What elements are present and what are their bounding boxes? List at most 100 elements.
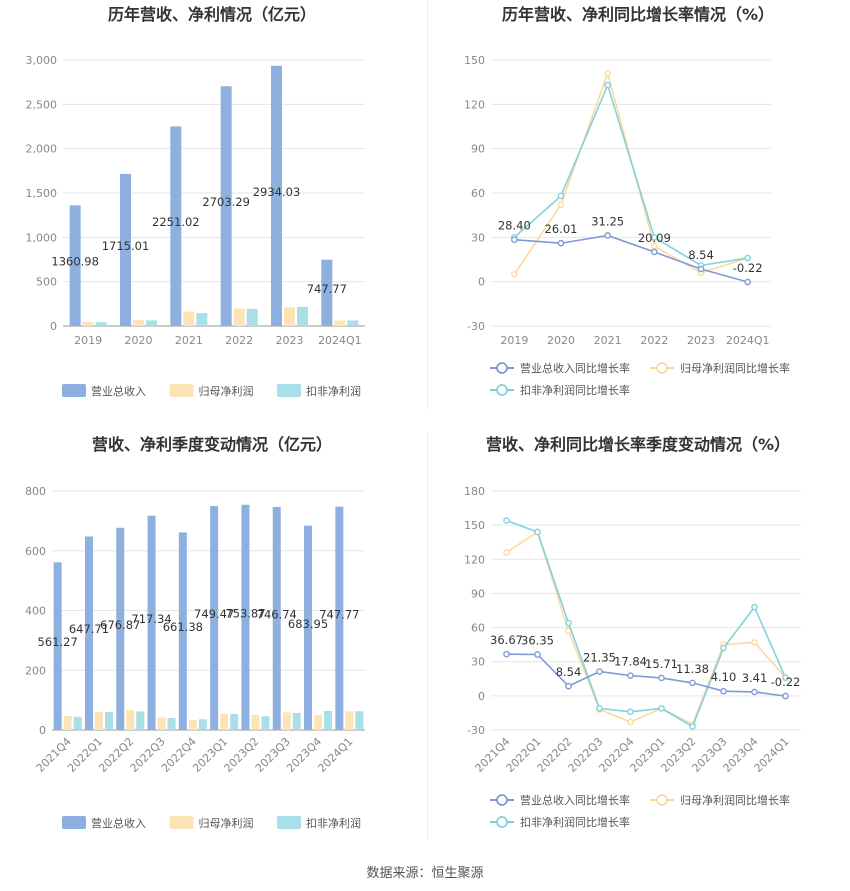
legend-swatch bbox=[277, 384, 301, 397]
bar-归母净利润 bbox=[63, 715, 72, 730]
point-营业总收入同比增长率 bbox=[557, 239, 565, 247]
y-tick-label: 150 bbox=[464, 54, 485, 67]
bar-归母净利润 bbox=[94, 711, 103, 730]
point-扣非净利润同比增长率 bbox=[557, 192, 565, 200]
data-label: 683.95 bbox=[288, 617, 328, 631]
y-tick-label: 0 bbox=[39, 724, 46, 737]
x-tick-label: 2021 bbox=[594, 334, 622, 347]
point-扣非净利润同比增长率 bbox=[751, 603, 758, 611]
bar-营业总收入 bbox=[178, 532, 187, 730]
legend-label: 归母净利润同比增长率 bbox=[680, 793, 790, 807]
legend-label: 营业总收入同比增长率 bbox=[520, 361, 630, 375]
point-扣非净利润同比增长率 bbox=[782, 674, 789, 681]
x-tick-label: 2020 bbox=[547, 334, 575, 347]
bar-扣非净利润 bbox=[146, 320, 157, 326]
bar-营业总收入 bbox=[272, 506, 281, 730]
data-label: 2703.29 bbox=[202, 195, 250, 209]
legend-marker bbox=[656, 794, 668, 806]
data-label: 28.40 bbox=[498, 219, 531, 233]
y-tick-label: 0 bbox=[478, 276, 485, 289]
y-tick-label: 800 bbox=[25, 485, 46, 498]
bar-营业总收入 bbox=[69, 205, 81, 326]
point-扣非净利润同比增长率 bbox=[596, 705, 603, 712]
legend-swatch bbox=[62, 384, 86, 397]
data-label: 746.74 bbox=[257, 607, 297, 621]
data-label: 8.54 bbox=[556, 665, 582, 679]
y-tick-label: 200 bbox=[25, 664, 46, 677]
bar-扣非净利润 bbox=[246, 308, 258, 326]
data-label: 717.34 bbox=[131, 612, 171, 626]
point-归母净利润同比增长率 bbox=[557, 201, 565, 209]
data-label: 2934.03 bbox=[253, 185, 301, 199]
legend-label: 扣非净利润 bbox=[306, 384, 361, 398]
point-归母净利润同比增长率 bbox=[511, 270, 518, 278]
bar-扣非净利润 bbox=[347, 320, 359, 326]
bar-归母净利润 bbox=[251, 715, 260, 730]
bar-归母净利润 bbox=[188, 720, 197, 730]
legend-label: 归母净利润同比增长率 bbox=[680, 361, 790, 375]
point-营业总收入同比增长率 bbox=[689, 679, 696, 687]
point-归母净利润同比增长率 bbox=[604, 70, 611, 77]
legend-label: 营业总收入同比增长率 bbox=[520, 793, 630, 807]
chart-title: 历年营收、净利同比增长率情况（%） bbox=[502, 5, 774, 24]
point-归母净利润同比增长率 bbox=[627, 718, 634, 726]
x-tick-label: 2023 bbox=[276, 334, 304, 347]
series-line-营业总收入同比增长率 bbox=[514, 234, 748, 283]
y-tick-label: 400 bbox=[25, 605, 46, 618]
point-扣非净利润同比增长率 bbox=[565, 619, 572, 627]
data-label: 11.38 bbox=[676, 662, 709, 676]
y-tick-label: 60 bbox=[471, 187, 485, 200]
y-tick-label: 30 bbox=[471, 231, 485, 244]
bar-扣非净利润 bbox=[136, 711, 145, 730]
point-营业总收入同比增长率 bbox=[627, 672, 634, 679]
bar-扣非净利润 bbox=[261, 716, 270, 730]
data-source: 数据来源：恒生聚源 bbox=[366, 866, 484, 881]
data-label: 561.27 bbox=[38, 635, 78, 649]
y-tick-label: 60 bbox=[471, 622, 485, 635]
x-tick-label: 2022 bbox=[640, 334, 668, 347]
legend-swatch bbox=[62, 816, 86, 829]
bar-营业总收入 bbox=[53, 562, 62, 730]
point-营业总收入同比增长率 bbox=[651, 248, 658, 256]
point-营业总收入同比增长率 bbox=[782, 692, 789, 700]
chart-title: 营收、净利同比增长率季度变动情况（%） bbox=[486, 435, 790, 454]
bar-扣非净利润 bbox=[230, 713, 239, 730]
chart-title: 历年营收、净利情况（亿元） bbox=[108, 5, 316, 24]
x-tick-label: 2022 bbox=[225, 334, 253, 347]
data-label: 647.71 bbox=[69, 622, 109, 636]
legend-label: 营业总收入 bbox=[91, 816, 146, 830]
legend-label: 扣非净利润同比增长率 bbox=[520, 383, 630, 397]
bar-扣非净利润 bbox=[292, 712, 301, 730]
data-label: 8.54 bbox=[688, 248, 714, 262]
legend-swatch bbox=[169, 816, 194, 829]
bar-扣非净利润 bbox=[324, 710, 333, 730]
point-营业总收入同比增长率 bbox=[503, 650, 510, 658]
data-label: 661.38 bbox=[163, 620, 203, 634]
bar-营业总收入 bbox=[304, 525, 313, 730]
point-扣非净利润同比增长率 bbox=[689, 723, 696, 730]
legend-label: 归母净利润 bbox=[199, 816, 254, 830]
bar-扣非净利润 bbox=[355, 711, 364, 730]
bar-营业总收入 bbox=[335, 506, 344, 730]
legend-marker bbox=[496, 794, 508, 806]
x-tick-label: 2024Q1 bbox=[752, 735, 792, 775]
bar-归母净利润 bbox=[284, 307, 295, 326]
y-tick-label: 500 bbox=[36, 276, 57, 289]
bar-归母净利润 bbox=[345, 711, 354, 730]
data-label: 2251.02 bbox=[152, 215, 200, 229]
y-tick-label: 30 bbox=[471, 656, 485, 669]
data-label: 3.41 bbox=[742, 671, 768, 685]
bar-归母净利润 bbox=[133, 320, 144, 326]
bar-归母净利润 bbox=[82, 322, 94, 326]
bar-营业总收入 bbox=[241, 504, 250, 730]
bar-营业总收入 bbox=[116, 527, 125, 730]
point-扣非净利润同比增长率 bbox=[627, 708, 634, 716]
divider bbox=[427, 0, 428, 410]
point-营业总收入同比增长率 bbox=[511, 236, 518, 243]
y-tick-label: 180 bbox=[464, 485, 485, 498]
data-label: 20.09 bbox=[638, 231, 671, 245]
y-tick-label: 3,000 bbox=[26, 54, 58, 67]
point-扣非净利润同比增长率 bbox=[503, 517, 510, 524]
data-label: 747.77 bbox=[319, 607, 359, 621]
point-营业总收入同比增长率 bbox=[604, 232, 611, 239]
